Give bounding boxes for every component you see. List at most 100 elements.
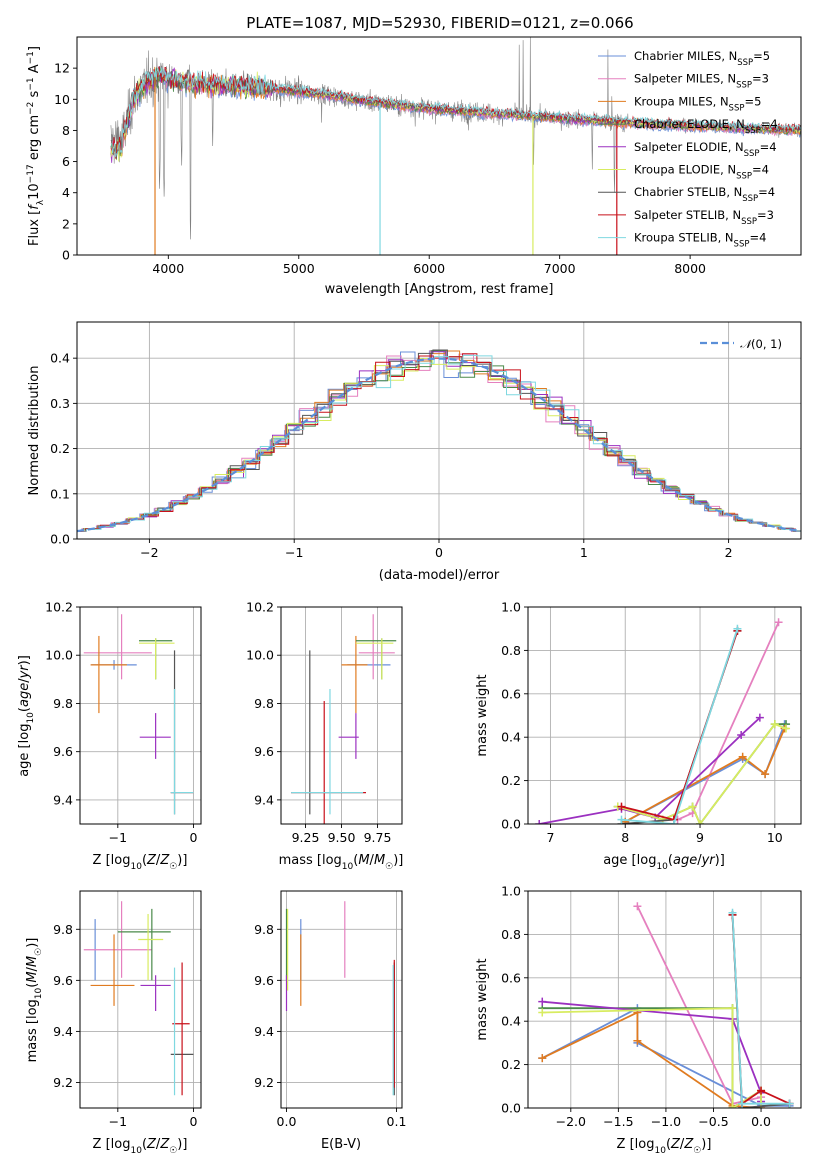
histogram-kroupa-stelib — [77, 354, 801, 532]
y-tick-label: 9.4 — [53, 792, 73, 807]
axes-frame — [280, 606, 403, 825]
x-tick-label: 4000 — [152, 261, 184, 276]
series-marker — [633, 1036, 642, 1045]
axes-residuals: −2 −1 0 1 2 0.0 0.1 0.2 0.3 0.4 𝒩(0, 1) (data-model… — [27, 321, 802, 583]
axes-mass-weight-vs-age: 7 8 9 10 0.0 0.2 0.4 0.6 0.8 1.0 mass weight age [l… — [475, 600, 802, 872]
x-tick-label: 5000 — [283, 261, 315, 276]
y-tick-label: 0 — [62, 248, 70, 263]
plot-area-age-vs-Z — [83, 614, 194, 815]
y-tick-label: 1.0 — [501, 884, 521, 899]
series-marker — [538, 1054, 547, 1063]
series-marker — [738, 752, 747, 761]
series-marker — [770, 720, 779, 729]
y-tick-label: 0.6 — [501, 970, 521, 985]
y-tick-label: 0.6 — [501, 686, 521, 701]
series-line-kroupa-elodie — [542, 1007, 762, 1108]
y-tick-label: 9.8 — [254, 696, 274, 711]
x-tick-label: 8 — [621, 830, 629, 845]
x-tick-label: 10 — [767, 830, 783, 845]
x-tick-label: 0 — [189, 1114, 197, 1129]
series-marker — [535, 820, 544, 824]
legend-label: Kroupa STELIB, NSSP=4 — [634, 231, 766, 250]
legend-label: Salpeter ELODIE, NSSP=4 — [634, 140, 777, 159]
series-marker — [737, 731, 746, 740]
series-marker — [761, 770, 770, 779]
axes-frame — [76, 321, 802, 540]
y-tick-label: 9.8 — [254, 922, 274, 937]
series-marker — [617, 802, 626, 811]
axes-frame — [527, 606, 802, 825]
y-tick-label: 9.4 — [254, 1024, 274, 1039]
y-tick-label: 9.8 — [53, 696, 73, 711]
y-tick-label: 9.8 — [53, 922, 73, 937]
x-tick-label: 9.50 — [328, 830, 356, 845]
y-tick-label: 9.6 — [53, 973, 73, 988]
y-axis-label: age [log10(age/yr)] — [17, 655, 36, 777]
axes-age-vs-mass: 9.25 9.50 9.75 9.4 9.6 9.8 10.0 10.2 mass [log10… — [246, 600, 403, 873]
x-tick-label: −2.0 — [556, 1114, 586, 1129]
plot-area-mass-vs-Z — [83, 901, 194, 1096]
y-tick-label: 1.0 — [501, 600, 521, 615]
x-tick-label: 9 — [696, 830, 704, 845]
y-tick-label: 9.2 — [53, 1075, 73, 1090]
x-tick-label: −1.5 — [603, 1114, 633, 1129]
y-tick-label: 12 — [54, 61, 70, 76]
x-tick-label: −1 — [285, 545, 303, 560]
x-axis-label: Z [log10(Z/Z☉)] — [93, 853, 188, 872]
y-tick-label: 0.3 — [50, 396, 70, 411]
x-tick-label: 9.25 — [292, 830, 320, 845]
axes-age-vs-Z: −1 0 9.4 9.6 9.8 10.0 10.2 Z [log10(Z/Z☉)] age [… — [17, 600, 202, 872]
axes-frame — [280, 890, 403, 1109]
legend-label: Salpeter MILES, NSSP=3 — [634, 72, 769, 91]
series-line-chabrier-miles — [624, 723, 786, 823]
axes-mass-vs-Z: −1 0 9.2 9.4 9.6 9.8 Z [log10(Z/Z☉)] mass [log1… — [25, 890, 202, 1156]
series-line-salpeter-elodie — [542, 1000, 762, 1102]
y-tick-label: 10.2 — [246, 600, 274, 615]
legend-label: Kroupa MILES, NSSP=5 — [634, 94, 761, 113]
y-tick-label: 9.6 — [53, 744, 73, 759]
x-tick-label: −1 — [109, 1114, 127, 1129]
y-tick-label: 0.1 — [50, 486, 70, 501]
x-tick-label: −1 — [109, 830, 127, 845]
y-tick-label: 0.4 — [50, 351, 70, 366]
legend-label: Kroupa ELODIE, NSSP=4 — [634, 163, 769, 182]
model-line-kroupa-stelib — [110, 67, 801, 158]
y-tick-label: 10.2 — [45, 600, 73, 615]
y-tick-label: 6 — [62, 154, 70, 169]
x-tick-label: 0 — [189, 830, 197, 845]
x-tick-label: 0.1 — [387, 1114, 407, 1129]
y-axis-label: Flux [fλ10−17 erg cm−2 s−1 A−1] — [26, 46, 46, 246]
y-tick-label: 0.0 — [501, 1101, 521, 1116]
x-tick-label: 0.0 — [751, 1114, 771, 1129]
x-tick-label: 9.75 — [364, 830, 392, 845]
legend-label: Chabrier STELIB, NSSP=4 — [634, 185, 775, 204]
plot-area-mass-weight-vs-age — [535, 618, 791, 824]
x-tick-label: 7000 — [544, 261, 576, 276]
y-tick-label: 9.6 — [254, 744, 274, 759]
series-marker — [688, 802, 697, 811]
y-tick-label: 0.2 — [501, 773, 521, 788]
y-tick-label: 10.0 — [45, 648, 73, 663]
y-tick-label: 0.4 — [501, 730, 521, 745]
x-axis-label: E(B-V) — [321, 1137, 361, 1152]
y-tick-label: 8 — [62, 123, 70, 138]
histogram-kroupa-elodie — [77, 358, 801, 532]
axes-frame — [79, 606, 202, 825]
y-tick-label: 0.0 — [501, 817, 521, 832]
series-marker — [728, 908, 737, 917]
y-tick-label: 4 — [62, 185, 70, 200]
y-tick-label: 0.2 — [501, 1057, 521, 1072]
x-axis-label: wavelength [Angstrom, rest frame] — [325, 282, 554, 297]
x-tick-label: 7 — [546, 830, 554, 845]
series-marker — [538, 997, 547, 1006]
series-marker — [696, 820, 705, 824]
x-tick-label: 1 — [580, 545, 588, 560]
x-axis-label: mass [log10(M/M☉)] — [279, 853, 404, 872]
plot-area-residuals — [77, 349, 801, 533]
y-axis-label: mass [log10(M/M☉)] — [25, 938, 44, 1063]
x-tick-label: −2 — [140, 545, 158, 560]
series-marker — [733, 624, 742, 633]
axes-frame — [76, 36, 802, 256]
series-marker — [538, 1008, 547, 1017]
